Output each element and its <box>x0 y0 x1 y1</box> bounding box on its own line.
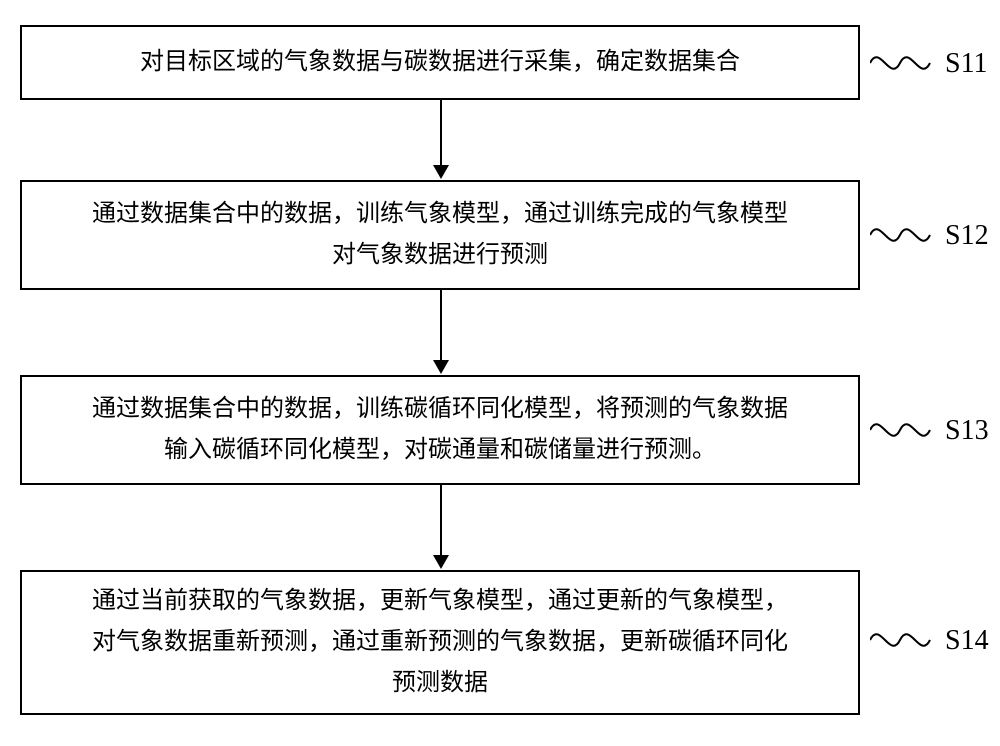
squiggle-s12 <box>870 220 940 252</box>
squiggle-s13 <box>870 415 940 447</box>
arrow-s11-s12-head <box>433 165 449 179</box>
step-text-s11: 对目标区域的气象数据与碳数据进行采集，确定数据集合 <box>140 42 740 83</box>
step-box-s11: 对目标区域的气象数据与碳数据进行采集，确定数据集合 <box>20 25 860 100</box>
squiggle-s14 <box>870 625 940 657</box>
arrow-s11-s12-line <box>440 100 442 165</box>
step-label-s11: S11 <box>945 48 988 80</box>
step-text-s12: 通过数据集合中的数据，训练气象模型，通过训练完成的气象模型 对气象数据进行预测 <box>92 194 788 276</box>
step-box-s12: 通过数据集合中的数据，训练气象模型，通过训练完成的气象模型 对气象数据进行预测 <box>20 180 860 290</box>
arrow-s13-s14-line <box>440 485 442 555</box>
arrow-s13-s14-head <box>433 555 449 569</box>
squiggle-s11 <box>870 48 940 80</box>
flowchart-canvas: 对目标区域的气象数据与碳数据进行采集，确定数据集合 S11 通过数据集合中的数据… <box>0 0 1000 746</box>
step-label-s13: S13 <box>945 415 989 447</box>
arrow-s12-s13-line <box>440 290 442 360</box>
arrow-s12-s13-head <box>433 360 449 374</box>
step-text-s13: 通过数据集合中的数据，训练碳循环同化模型，将预测的气象数据 输入碳循环同化模型，… <box>92 389 788 471</box>
step-label-s12: S12 <box>945 220 989 252</box>
step-text-s14: 通过当前获取的气象数据，更新气象模型，通过更新的气象模型， 对气象数据重新预测，… <box>92 581 788 703</box>
step-label-s14: S14 <box>945 625 989 657</box>
step-box-s14: 通过当前获取的气象数据，更新气象模型，通过更新的气象模型， 对气象数据重新预测，… <box>20 570 860 715</box>
step-box-s13: 通过数据集合中的数据，训练碳循环同化模型，将预测的气象数据 输入碳循环同化模型，… <box>20 375 860 485</box>
